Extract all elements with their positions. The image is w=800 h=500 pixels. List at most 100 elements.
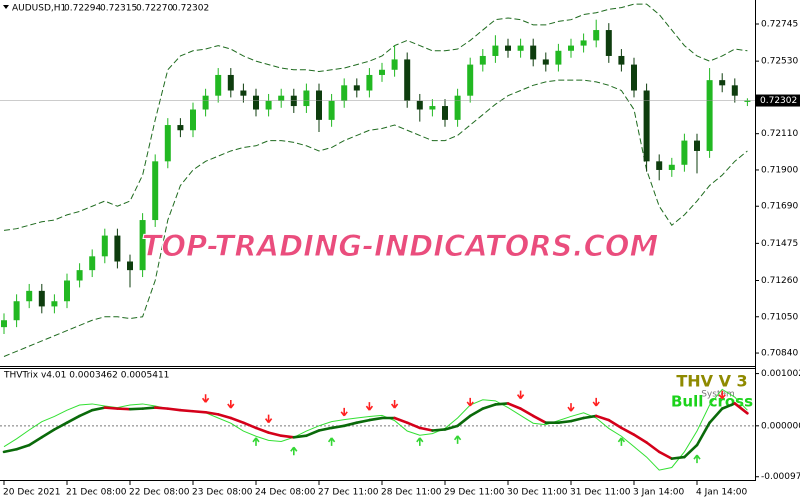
y-tick-label: 0.71900 xyxy=(761,165,798,175)
y-tick-label: 0.0000000 xyxy=(761,421,800,431)
candle-body xyxy=(290,95,297,107)
candle-body xyxy=(177,125,184,131)
y-tick-label: 0.72110 xyxy=(761,129,798,139)
x-tick-label: 29 Dec 11:00 xyxy=(444,488,505,498)
trix-segment xyxy=(531,414,548,424)
trix-segment xyxy=(683,443,699,459)
trix-segment xyxy=(15,443,31,451)
y-tick-label: 0.71475 xyxy=(761,239,798,249)
buy-arrow xyxy=(327,437,336,446)
buy-arrow xyxy=(252,437,260,446)
trix-segment xyxy=(481,403,497,410)
candle-body xyxy=(580,40,587,46)
trix-segment xyxy=(443,424,459,431)
candle-body xyxy=(429,106,436,110)
candle-body xyxy=(681,140,688,165)
sell-arrow xyxy=(466,397,474,407)
trix-segment xyxy=(632,433,648,444)
trix-segment xyxy=(418,426,434,432)
candle-body xyxy=(731,85,738,96)
y-tick-label: 0.71260 xyxy=(761,276,798,286)
candle-body xyxy=(442,106,448,120)
candle-body xyxy=(517,45,524,51)
trix-segment xyxy=(216,413,233,420)
candle-body xyxy=(164,125,171,162)
candle-body xyxy=(51,301,58,307)
candle-body xyxy=(568,45,574,51)
sell-arrow xyxy=(390,400,399,409)
trix-segment xyxy=(670,455,686,460)
band-line xyxy=(3,3,748,231)
candle-body xyxy=(530,45,537,60)
buy-arrow xyxy=(416,437,424,446)
trix-segment xyxy=(65,414,81,424)
candles xyxy=(0,3,755,357)
candle-body xyxy=(139,220,146,271)
quote-close: 0.72302 xyxy=(172,4,209,14)
trix-segment xyxy=(342,421,359,428)
trix-segment xyxy=(405,421,422,430)
band-line xyxy=(3,79,748,357)
candle-body xyxy=(605,30,612,56)
x-tick-label: 3 Jan 14:00 xyxy=(633,488,685,498)
trix-segment xyxy=(695,421,711,447)
trix-segment xyxy=(519,407,535,418)
sell-arrow xyxy=(340,407,348,417)
trix-segment xyxy=(116,407,132,411)
candle-body xyxy=(467,64,474,96)
sell-arrow xyxy=(592,397,600,407)
candle-body xyxy=(13,301,20,321)
candle-body xyxy=(190,109,196,131)
trix-segment xyxy=(292,434,308,439)
quote-header: AUDUSD,H1 0.72294 0.72315 0.72270 0.7230… xyxy=(3,4,209,14)
y-tick-label: 0.0010028 xyxy=(761,369,800,379)
candle-body xyxy=(492,45,499,56)
y-tick-label: 0.71050 xyxy=(761,312,798,322)
trix-segment xyxy=(708,407,724,424)
menu-arrow[interactable] xyxy=(3,5,9,9)
trix-segment xyxy=(141,406,157,410)
trix-segment xyxy=(254,426,270,434)
watermark: TOP-TRADING-INDICATORS.COM xyxy=(142,229,659,263)
y-tick-label: 0.72745 xyxy=(761,20,798,30)
candle-body xyxy=(631,64,637,91)
trix-segment xyxy=(569,416,585,423)
candle-body xyxy=(265,100,272,110)
candle-body xyxy=(1,320,7,328)
candle-body xyxy=(379,69,385,75)
oscillator xyxy=(0,388,755,471)
trix-segment xyxy=(279,434,296,439)
trix-segment xyxy=(2,447,18,454)
y-tick-label: -0.0009775 xyxy=(761,472,800,482)
x-tick-label: 20 Dec 2021 xyxy=(3,488,61,498)
buy-arrow xyxy=(453,435,462,444)
trix-segment xyxy=(657,450,674,460)
trix-segment xyxy=(733,402,749,415)
candle-body xyxy=(152,161,159,221)
trix-segment xyxy=(393,416,409,424)
candle-body xyxy=(706,80,713,151)
candle-body xyxy=(38,290,45,307)
x-tick-label: 30 Dec 11:00 xyxy=(507,488,568,498)
candle-body xyxy=(694,140,700,151)
candle-body xyxy=(542,59,549,65)
candle-body xyxy=(656,161,663,170)
candle-body xyxy=(404,59,411,101)
trix-segment xyxy=(317,426,333,432)
candle-body xyxy=(593,30,600,41)
candle-body xyxy=(454,95,461,120)
x-tick-label: 21 Dec 08:00 xyxy=(66,488,127,498)
trix-segment xyxy=(229,416,245,424)
candle-body xyxy=(278,95,285,101)
candle-body xyxy=(366,74,373,91)
x-tick-label: 24 Dec 08:00 xyxy=(255,488,316,498)
candle-body xyxy=(76,270,83,281)
buy-arrow xyxy=(617,437,626,446)
candle-body xyxy=(618,55,625,65)
quote-low: 0.72270 xyxy=(136,4,173,14)
trix-segment xyxy=(179,408,195,413)
x-tick-label: 31 Dec 11:00 xyxy=(570,488,631,498)
candle-body xyxy=(479,55,486,65)
signal-line xyxy=(3,388,748,471)
candle-body xyxy=(505,45,511,51)
